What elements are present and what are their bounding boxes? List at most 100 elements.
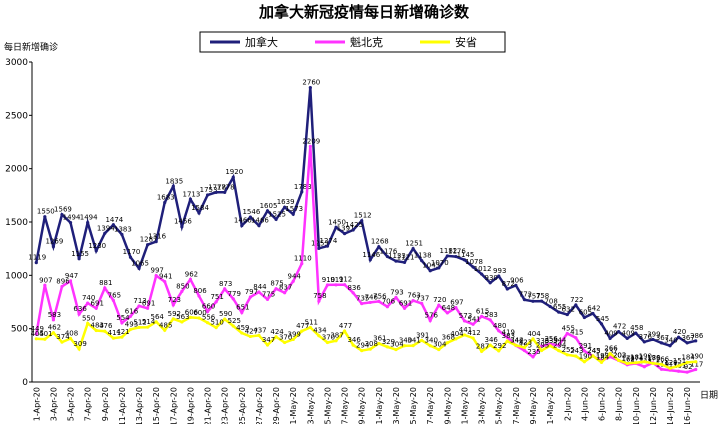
y-tick-label: 2000 [5, 165, 28, 175]
data-label: 111 [664, 361, 677, 369]
data-label: 550 [82, 314, 95, 322]
data-point [402, 306, 407, 310]
data-label: 409 [622, 329, 635, 337]
data-point [676, 335, 681, 339]
data-label: 911 [330, 276, 343, 284]
data-point [342, 232, 347, 236]
data-label: 243 [570, 347, 583, 355]
data-point [334, 225, 338, 229]
data-point [676, 369, 681, 373]
data-label: 746 [365, 293, 379, 301]
data-label: 511 [305, 318, 318, 326]
data-point [565, 331, 569, 336]
x-tick-label: 10-Jun-20 [632, 387, 641, 424]
data-point [360, 219, 364, 223]
data-label: 605 [579, 308, 592, 316]
data-label: 129 [664, 359, 677, 367]
data-point [488, 318, 492, 322]
data-label: 295 [536, 342, 549, 350]
data-label: 294 [356, 342, 370, 350]
data-point [300, 190, 304, 194]
data-label: 691 [142, 299, 155, 307]
data-point [325, 244, 330, 248]
data-label: 1110 [294, 255, 312, 263]
data-label: 308 [365, 340, 378, 348]
data-label: 399 [647, 330, 660, 338]
data-point [274, 335, 278, 339]
data-point [394, 295, 398, 300]
data-point [565, 353, 569, 357]
data-label: 367 [681, 334, 694, 342]
data-label: 455 [562, 324, 575, 332]
data-point [437, 347, 441, 352]
data-label: 1391 [337, 225, 355, 233]
data-label: 411 [108, 329, 121, 337]
data-label: 1494 [80, 214, 98, 222]
data-point [248, 215, 252, 219]
data-label: 1176 [448, 248, 466, 256]
data-label: 184 [681, 353, 695, 361]
data-label: 1078 [465, 258, 483, 266]
data-label: 836 [347, 284, 361, 292]
y-axis-label: 每日新增确诊 [4, 41, 58, 53]
data-label: 344 [510, 336, 524, 344]
data-label: 483 [91, 321, 104, 329]
data-label: 386 [690, 332, 704, 340]
data-label: 872 [502, 280, 515, 288]
data-point [214, 300, 218, 304]
data-label: 339 [544, 337, 557, 345]
x-tick-label: 21-May-20 [460, 387, 469, 424]
data-label: 1065 [131, 259, 149, 267]
data-label: 1753 [200, 186, 218, 194]
x-tick-label: 9-Apr-20 [101, 387, 110, 421]
data-label: 342 [510, 337, 523, 345]
data-label: 806 [193, 287, 207, 295]
data-label: 340 [664, 337, 677, 345]
data-point [497, 274, 501, 278]
x-tick-label: 13-Apr-20 [135, 387, 144, 424]
data-point [111, 223, 115, 227]
x-tick-label: 15-May-20 [409, 387, 418, 424]
data-label: 117 [690, 361, 703, 369]
data-label: 404 [527, 330, 541, 338]
data-point [497, 329, 501, 333]
data-label: 291 [579, 342, 592, 350]
data-label: 340 [399, 337, 412, 345]
x-tick-label: 17-Apr-20 [169, 387, 178, 424]
data-point [651, 361, 655, 365]
legend-box [199, 31, 506, 53]
data-point [676, 364, 681, 368]
x-tick-label: 25-May-20 [495, 387, 504, 424]
data-point [274, 287, 278, 291]
data-label: 245 [587, 347, 600, 355]
data-point [557, 349, 561, 353]
data-label: 1394 [97, 224, 115, 232]
data-label: 420 [673, 328, 686, 336]
data-label: 199 [596, 352, 609, 360]
data-label: 184 [596, 353, 610, 361]
data-label: 590 [219, 310, 232, 318]
data-point [197, 316, 201, 320]
data-point [43, 337, 47, 341]
data-label: 1269 [45, 238, 63, 246]
x-tick-label: 2-Jun-20 [563, 387, 572, 421]
data-point [360, 302, 364, 306]
data-label: 1182 [439, 247, 457, 255]
data-point [462, 333, 467, 337]
data-label: 1012 [474, 265, 492, 273]
data-label: 997 [150, 267, 163, 275]
data-label: 304 [433, 341, 447, 349]
data-label: 485 [159, 321, 172, 329]
data-point [522, 345, 527, 350]
data-point [557, 310, 561, 314]
data-label: 713 [133, 297, 146, 305]
data-point [420, 338, 424, 342]
data-label: 421 [116, 328, 129, 336]
x-tick-label: 4-Jun-20 [580, 387, 589, 421]
x-tick-label: 3-May-20 [306, 387, 315, 424]
data-point [43, 283, 47, 287]
data-point [283, 205, 287, 209]
data-label: 793 [390, 288, 403, 296]
data-point [128, 314, 133, 318]
